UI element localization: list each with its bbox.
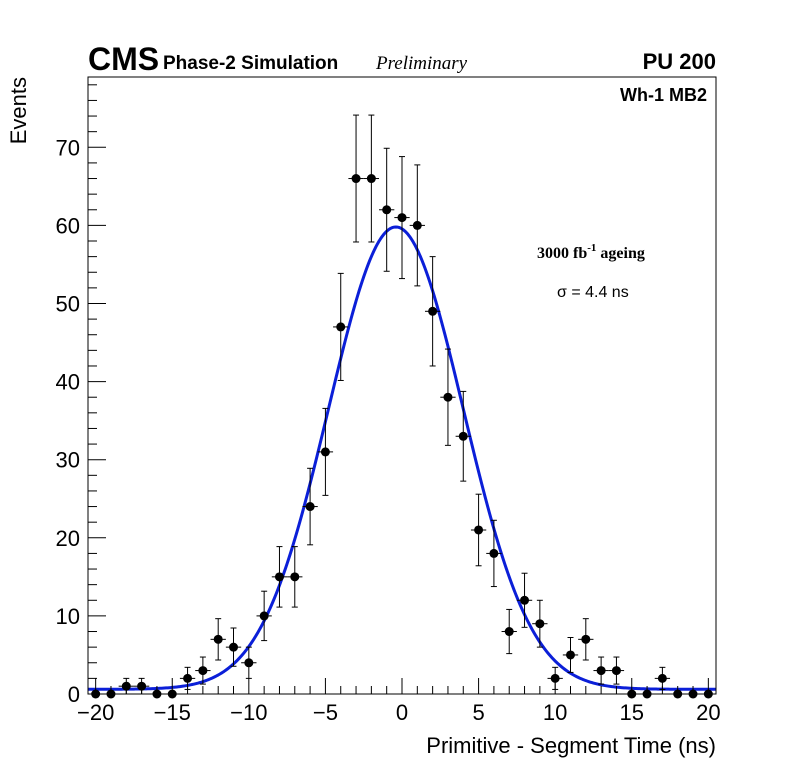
- region-label: Wh-1 MB2: [620, 85, 707, 105]
- data-point: [596, 666, 606, 676]
- data-point: [290, 572, 300, 582]
- y-tick-label: 50: [56, 291, 80, 316]
- data-point: [259, 611, 269, 621]
- y-tick-label: 60: [56, 213, 80, 238]
- y-tick-label: 40: [56, 370, 80, 395]
- x-tick-label: −5: [313, 700, 338, 725]
- data-point: [244, 658, 254, 668]
- data-point: [336, 322, 346, 332]
- data-point: [504, 627, 514, 637]
- data-point: [443, 392, 453, 402]
- data-point: [198, 666, 208, 676]
- data-point: [274, 572, 284, 582]
- data-point: [535, 619, 545, 629]
- data-point: [397, 213, 407, 223]
- x-tick-label: 5: [472, 700, 484, 725]
- cms-label: CMS: [88, 41, 159, 77]
- x-tick-label: −10: [230, 700, 267, 725]
- data-point: [474, 525, 484, 535]
- x-tick-label: 15: [620, 700, 644, 725]
- ageing-suffix: ageing: [596, 245, 644, 262]
- data-point: [428, 306, 438, 316]
- phase2-simulation-label: Phase-2 Simulation: [163, 53, 338, 74]
- x-tick-label: 10: [543, 700, 567, 725]
- y-tick-label: 20: [56, 526, 80, 551]
- data-point: [382, 205, 392, 215]
- data-point: [229, 642, 239, 652]
- data-point: [581, 634, 591, 644]
- data-point: [320, 447, 330, 457]
- data-point: [351, 174, 361, 184]
- data-point: [366, 174, 376, 184]
- data-point: [305, 502, 315, 512]
- data-point: [657, 673, 667, 683]
- ageing-prefix: 3000 fb: [537, 245, 587, 262]
- ageing-exponent: -1: [587, 242, 596, 254]
- data-point: [520, 595, 530, 605]
- data-point: [489, 548, 499, 558]
- data-point: [412, 220, 422, 230]
- ageing-annotation: 3000 fb-1 ageing: [537, 242, 645, 262]
- y-tick-label: 0: [68, 682, 80, 707]
- y-axis-title: Events: [6, 77, 31, 144]
- y-tick-label: 10: [56, 604, 80, 629]
- preliminary-label: Preliminary: [375, 53, 468, 74]
- sigma-annotation: σ = 4.4 ns: [557, 284, 629, 301]
- x-axis-title: Primitive - Segment Time (ns): [426, 733, 716, 758]
- data-point: [213, 634, 223, 644]
- pileup-label: PU 200: [643, 49, 716, 74]
- y-tick-label: 30: [56, 448, 80, 473]
- x-tick-label: −20: [77, 700, 114, 725]
- x-tick-label: −15: [154, 700, 191, 725]
- data-point: [611, 666, 621, 676]
- data-point: [183, 673, 193, 683]
- data-point: [565, 650, 575, 660]
- x-tick-label: 0: [396, 700, 408, 725]
- y-tick-label: 70: [56, 135, 80, 160]
- x-tick-label: 20: [696, 700, 720, 725]
- data-point: [458, 431, 468, 441]
